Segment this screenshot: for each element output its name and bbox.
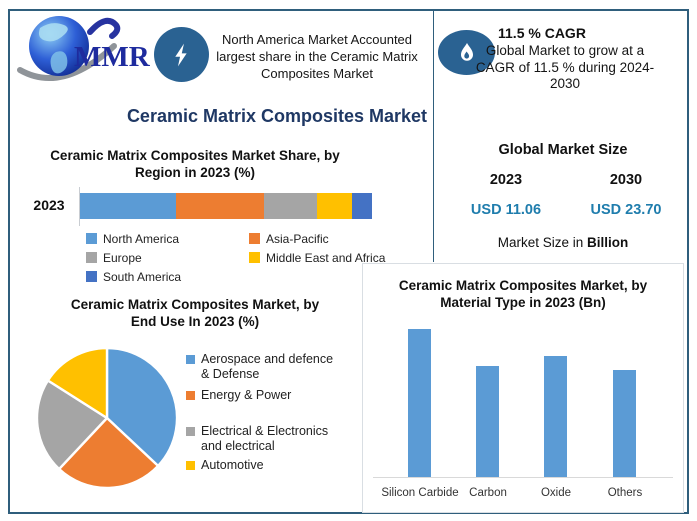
cagr-block: 11.5 % CAGR Global Market to grow at a C… (440, 25, 690, 93)
pie-legend-item-electrical-electronics-and-electrical: Electrical & Electronics and electrical (186, 424, 346, 454)
legend-marker (249, 233, 260, 244)
market-size-values: USD 11.06 USD 23.70 (446, 202, 686, 218)
pie-slice-energy-power (57, 416, 160, 490)
region-segment-south-america (351, 193, 372, 219)
pie-legend-item-energy-power: Energy & Power (186, 388, 346, 403)
region-segment-north-america (80, 193, 177, 219)
legend-label: Energy & Power (201, 388, 292, 402)
legend-label: Automotive (201, 458, 264, 472)
region-chart-title: Ceramic Matrix Composites Market Share, … (45, 148, 345, 181)
mmr-logo: MMR (14, 10, 164, 90)
end-use-chart-title-line: End Use In 2023 (%) (130, 313, 260, 329)
end-use-chart-title: Ceramic Matrix Composites Market, by End… (30, 297, 360, 330)
material-bar-oxide (544, 356, 567, 477)
legend-marker (186, 355, 195, 364)
globe-icon: MMR (17, 16, 151, 81)
legend-marker (86, 271, 97, 282)
legend-label: Asia-Pacific (266, 231, 329, 246)
legend-marker (186, 427, 195, 436)
legend-marker (86, 233, 97, 244)
legend-label: Aerospace and defence & Defense (201, 352, 334, 381)
material-category-label: Oxide (540, 487, 572, 499)
flame-badge (438, 30, 495, 75)
legend-label: Europe (103, 250, 142, 265)
cagr-description: Global Market to grow at a CAGR of 11.5 … (440, 43, 690, 93)
lightning-bolt-icon (174, 43, 187, 66)
region-segment-asia-pacific (176, 193, 264, 219)
legend-label: Electrical & Electronics and electrical (201, 424, 329, 453)
region-legend-item-asia-pacific: Asia-Pacific (249, 229, 385, 248)
region-chart-title-line: Ceramic Matrix Composites Market Share, … (50, 148, 340, 163)
material-chart-plot: Silicon Carbide Carbon Oxide Others (363, 264, 683, 512)
region-legend-item-south-america: South America (86, 267, 181, 286)
market-size-footnote: Market Size in Billion (440, 235, 686, 250)
material-chart-title: Ceramic Matrix Composites Market, by Mat… (363, 278, 683, 311)
global-market-size-heading: Global Market Size (498, 142, 628, 158)
legend-label: Middle East and Africa (266, 250, 386, 265)
region-bar-category-label: 2023 (33, 197, 65, 213)
pie-slice-aerospace-and-defence-defense (105, 346, 179, 468)
material-chart-title-line: Ceramic Matrix Composites Market, by (398, 278, 648, 293)
legend-marker (186, 461, 195, 470)
material-bar-silicon-carbide (408, 329, 431, 477)
region-legend-item-north-america: North America (86, 229, 181, 248)
pie-slice-electrical-electronics-and-electrical (35, 379, 109, 471)
region-legend-item-middle-east-and-africa: Middle East and Africa (249, 248, 385, 267)
region-axis-tick (79, 187, 80, 226)
value-2030: USD 23.70 (590, 202, 662, 218)
material-chart-axis (373, 477, 673, 478)
material-bar-carbon (476, 366, 499, 477)
north-america-highlight-text: North America Market Accounted largest s… (216, 32, 418, 81)
year-2023-label: 2023 (489, 172, 523, 188)
material-chart-title-line: Material Type in 2023 (Bn) (440, 294, 606, 310)
region-legend-item-europe: Europe (86, 248, 181, 267)
logo-text: MMR (74, 41, 151, 73)
section-divider (433, 9, 434, 262)
legend-label: South America (103, 269, 182, 284)
footnote-prefix: Market Size in (497, 235, 588, 250)
material-category-label: Others (607, 487, 643, 499)
region-segment-middle-east-and-africa (316, 193, 352, 219)
legend-marker (86, 252, 97, 263)
value-2023: USD 11.06 (470, 202, 542, 218)
page-title: Ceramic Matrix Composites Market (126, 106, 428, 126)
pie-legend-item-aerospace-and-defence-defense: Aerospace and defence & Defense (186, 352, 346, 382)
region-legend-column-1: North America Europe South America (86, 229, 181, 286)
year-2030-label: 2030 (609, 172, 643, 188)
material-category-label: Silicon Carbide (381, 487, 459, 499)
pie-slice-automotive (46, 346, 109, 420)
legend-marker (249, 252, 260, 263)
cagr-line: Global Market to grow at a (485, 43, 645, 58)
end-use-chart-title-line: Ceramic Matrix Composites Market, by (70, 297, 320, 312)
flame-icon (460, 42, 473, 61)
material-bar-others (613, 369, 636, 477)
pie-legend-item-automotive: Automotive (186, 458, 346, 473)
cagr-line: CAGR of 11.5 % during 2024- (475, 59, 655, 75)
frame-border (8, 9, 689, 514)
footnote-unit: Billion (587, 235, 629, 250)
region-segment-europe (263, 193, 317, 219)
region-chart-title-line: Region in 2023 (%) (134, 164, 256, 180)
end-use-pie-chart (35, 346, 179, 490)
legend-marker (186, 391, 195, 400)
market-size-years: 2023 2030 (446, 172, 686, 188)
cagr-heading: 11.5 % CAGR (498, 25, 586, 41)
region-legend-column-2: Asia-Pacific Middle East and Africa (249, 229, 385, 267)
material-type-chart: Ceramic Matrix Composites Market, by Mat… (362, 263, 684, 513)
material-category-label: Carbon (469, 487, 507, 499)
lightning-badge (154, 27, 209, 82)
legend-label: North America (103, 231, 180, 246)
region-stacked-bar (80, 193, 372, 219)
cagr-line: 2030 (549, 76, 581, 91)
end-use-pie-legend: Aerospace and defence & Defense Energy & P… (186, 352, 346, 479)
